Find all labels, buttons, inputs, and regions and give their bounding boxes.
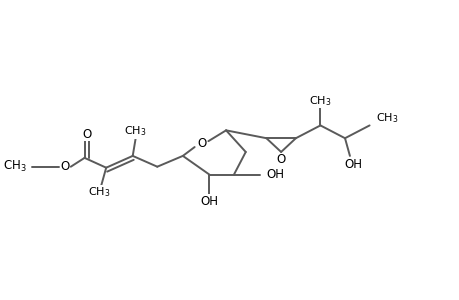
Text: OH: OH bbox=[343, 158, 361, 171]
Text: O: O bbox=[82, 128, 91, 141]
Text: O: O bbox=[276, 153, 285, 166]
Text: CH$_3$: CH$_3$ bbox=[308, 94, 331, 108]
Text: O: O bbox=[196, 136, 206, 150]
Text: CH$_3$: CH$_3$ bbox=[375, 112, 398, 125]
Text: O: O bbox=[60, 160, 69, 173]
Text: OH: OH bbox=[266, 168, 284, 181]
Text: CH$_3$: CH$_3$ bbox=[3, 159, 27, 174]
Text: OH: OH bbox=[200, 195, 218, 208]
Text: CH$_3$: CH$_3$ bbox=[88, 185, 110, 199]
Text: CH$_3$: CH$_3$ bbox=[124, 124, 146, 138]
